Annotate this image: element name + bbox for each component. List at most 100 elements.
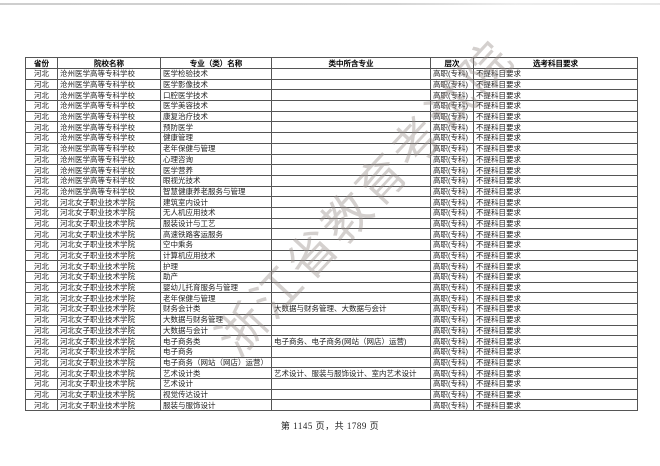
table-body: 河北 沧州医学高等专科学校 医学检验技术 高职(专科) 不提科目要求 河北 沧州医学高等专科… xyxy=(25,68,638,411)
cell-province: 河北 xyxy=(25,206,58,219)
cell-included xyxy=(271,324,431,337)
cell-major: 财务会计类 xyxy=(160,303,272,315)
table-row: 河北 沧州医学高等专科学校 眼视光技术 高职(专科) 不提科目要求 xyxy=(25,174,638,187)
cell-included xyxy=(271,196,431,208)
cell-included xyxy=(271,228,431,240)
cell-requirement: 不提科目要求 xyxy=(473,217,638,230)
cell-province: 河北 xyxy=(25,249,58,262)
cell-level: 高职(专科) xyxy=(430,260,474,273)
cell-major: 服装与服饰设计 xyxy=(160,399,272,411)
cell-province: 河北 xyxy=(25,132,58,144)
table-row: 河北 沧州医学高等专科学校 心理咨询 高职(专科) 不提科目要求 xyxy=(25,153,638,166)
cell-province: 河北 xyxy=(25,89,58,102)
cell-requirement: 不提科目要求 xyxy=(473,345,638,358)
cell-province: 河北 xyxy=(25,153,58,166)
cell-requirement: 不提科目要求 xyxy=(473,164,638,176)
cell-school: 河北女子职业技术学院 xyxy=(57,271,161,283)
cell-level: 高职(专科) xyxy=(430,110,474,123)
cell-school: 河北女子职业技术学院 xyxy=(57,388,161,401)
table-row: 河北 沧州医学高等专科学校 老年保健与管理 高职(专科) 不提科目要求 xyxy=(25,142,638,155)
cell-requirement: 不提科目要求 xyxy=(473,89,638,102)
cell-major: 大数据与会计 xyxy=(160,324,272,337)
cell-requirement: 不提科目要求 xyxy=(473,303,638,315)
cell-school: 河北女子职业技术学院 xyxy=(57,292,161,305)
cell-included: 艺术设计、服装与服饰设计、室内艺术设计 xyxy=(271,367,431,379)
cell-school: 沧州医学高等专科学校 xyxy=(57,89,161,102)
cell-school: 沧州医学高等专科学校 xyxy=(57,132,161,144)
cell-requirement: 不提科目要求 xyxy=(473,239,638,251)
cell-requirement: 不提科目要求 xyxy=(473,110,638,123)
cell-requirement: 不提科目要求 xyxy=(473,260,638,273)
cell-school: 河北女子职业技术学院 xyxy=(57,345,161,358)
cell-major: 医学美容技术 xyxy=(160,100,272,112)
cell-requirement: 不提科目要求 xyxy=(473,132,638,144)
cell-province: 河北 xyxy=(25,377,58,390)
cell-level: 高职(专科) xyxy=(430,303,474,315)
cell-major: 电子商务类 xyxy=(160,335,272,347)
cell-major: 大数据与财务管理 xyxy=(160,313,272,326)
column-header-included-majors: 类中所含专业 xyxy=(271,57,431,69)
cell-included xyxy=(271,239,431,251)
cell-included xyxy=(271,377,431,390)
cell-school: 河北女子职业技术学院 xyxy=(57,239,161,251)
table-row: 河北 沧州医学高等专科学校 医学影像技术 高职(专科) 不提科目要求 xyxy=(25,78,638,91)
cell-included xyxy=(271,271,431,283)
cell-province: 河北 xyxy=(25,281,58,294)
cell-included xyxy=(271,388,431,401)
column-header-subject-requirement: 选考科目要求 xyxy=(473,57,638,69)
cell-major: 医学营养 xyxy=(160,164,272,176)
cell-province: 河北 xyxy=(25,260,58,273)
cell-province: 河北 xyxy=(25,239,58,251)
cell-requirement: 不提科目要求 xyxy=(473,100,638,112)
cell-province: 河北 xyxy=(25,174,58,187)
cell-school: 河北女子职业技术学院 xyxy=(57,206,161,219)
cell-province: 河北 xyxy=(25,303,58,315)
table-row: 河北 河北女子职业技术学院 大数据与会计 高职(专科) 不提科目要求 xyxy=(25,324,638,337)
table-row: 河北 沧州医学高等专科学校 医学美容技术 高职(专科) 不提科目要求 xyxy=(25,100,638,112)
cell-major: 电子商务 xyxy=(160,345,272,358)
cell-requirement: 不提科目要求 xyxy=(473,153,638,166)
table-row: 河北 河北女子职业技术学院 空中乘务 高职(专科) 不提科目要求 xyxy=(25,239,638,251)
cell-province: 河北 xyxy=(25,121,58,134)
cell-major: 老年保健与管理 xyxy=(160,142,272,155)
table-row: 河北 河北女子职业技术学院 无人机应用技术 高职(专科) 不提科目要求 xyxy=(25,206,638,219)
cell-school: 河北女子职业技术学院 xyxy=(57,335,161,347)
cell-province: 河北 xyxy=(25,228,58,240)
cell-level: 高职(专科) xyxy=(430,217,474,230)
cell-included xyxy=(271,142,431,155)
cell-included xyxy=(271,217,431,230)
cell-province: 河北 xyxy=(25,110,58,123)
cell-requirement: 不提科目要求 xyxy=(473,121,638,134)
table-row: 河北 河北女子职业技术学院 大数据与财务管理 高职(专科) 不提科目要求 xyxy=(25,313,638,326)
cell-major: 医学影像技术 xyxy=(160,78,272,91)
cell-major: 计算机应用技术 xyxy=(160,249,272,262)
cell-requirement: 不提科目要求 xyxy=(473,313,638,326)
cell-school: 河北女子职业技术学院 xyxy=(57,399,161,411)
cell-province: 河北 xyxy=(25,292,58,305)
cell-included xyxy=(271,292,431,305)
admissions-table: 省份 院校名称 专业（类）名称 类中所含专业 层次 选考科目要求 河北 沧州医学高… xyxy=(25,57,638,411)
table-row: 河北 河北女子职业技术学院 高速铁路客运服务 高职(专科) 不提科目要求 xyxy=(25,228,638,240)
cell-requirement: 不提科目要求 xyxy=(473,377,638,390)
page-footer: 第 1145 页，共 1789 页 xyxy=(280,421,380,431)
cell-school: 河北女子职业技术学院 xyxy=(57,356,161,369)
table-row: 河北 沧州医学高等专科学校 康复治疗技术 高职(专科) 不提科目要求 xyxy=(25,110,638,123)
cell-school: 沧州医学高等专科学校 xyxy=(57,68,161,80)
cell-requirement: 不提科目要求 xyxy=(473,271,638,283)
cell-level: 高职(专科) xyxy=(430,68,474,80)
cell-level: 高职(专科) xyxy=(430,153,474,166)
cell-level: 高职(专科) xyxy=(430,324,474,337)
table-row: 河北 河北女子职业技术学院 服装与服饰设计 高职(专科) 不提科目要求 xyxy=(25,399,638,411)
table-row: 河北 沧州医学高等专科学校 智慧健康养老服务与管理 高职(专科) 不提科目要求 xyxy=(25,185,638,198)
cell-included xyxy=(271,68,431,80)
cell-school: 沧州医学高等专科学校 xyxy=(57,121,161,134)
cell-level: 高职(专科) xyxy=(430,196,474,208)
cell-major: 服装设计与工艺 xyxy=(160,217,272,230)
table-row: 河北 河北女子职业技术学院 建筑室内设计 高职(专科) 不提科目要求 xyxy=(25,196,638,208)
scan-artifact-line xyxy=(0,3,660,5)
cell-included xyxy=(271,185,431,198)
column-header-major: 专业（类）名称 xyxy=(160,57,272,69)
cell-requirement: 不提科目要求 xyxy=(473,281,638,294)
cell-major: 老年保健与管理 xyxy=(160,292,272,305)
